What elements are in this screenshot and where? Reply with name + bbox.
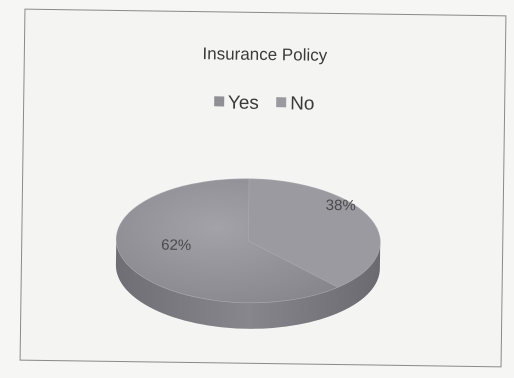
pie-slice-yes — [115, 178, 339, 304]
pie-slice-no — [247, 178, 381, 288]
chart-frame: Insurance Policy Yes No 62% 3 — [19, 8, 507, 368]
data-label-no: 38% — [326, 197, 356, 214]
data-label-yes: 62% — [161, 237, 191, 254]
pie-side — [115, 238, 381, 329]
pie-chart: 62% 38% — [115, 178, 381, 329]
